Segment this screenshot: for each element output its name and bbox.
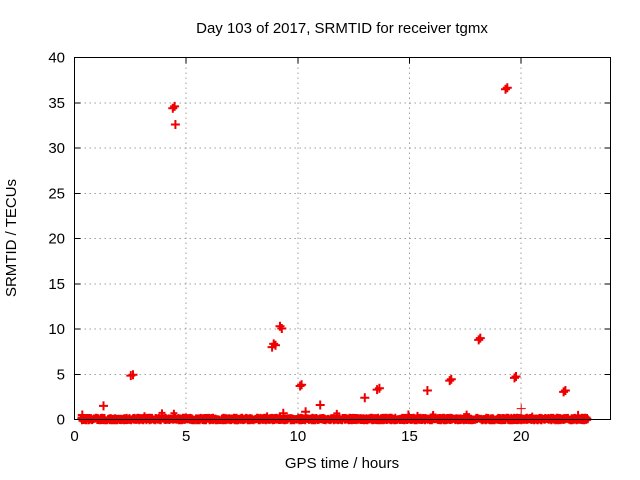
gridlines (74, 57, 611, 420)
y-tick-label: 5 (57, 366, 65, 383)
chart-title: Day 103 of 2017, SRMTID for receiver tgm… (196, 20, 488, 37)
y-tick-label: 20 (48, 231, 65, 248)
baseline-band-markers (77, 409, 592, 425)
x-tick-label: 10 (289, 428, 306, 445)
y-tick-label: 30 (48, 140, 65, 157)
x-tick-label: 5 (182, 428, 190, 445)
y-tick-label: 10 (48, 321, 65, 338)
y-axis-label: SRMTID / TECUs (3, 179, 20, 297)
x-axis-label: GPS time / hours (285, 455, 399, 472)
y-tick-label: 25 (48, 185, 65, 202)
x-tick-label: 0 (70, 428, 78, 445)
x-tick-label: 15 (401, 428, 418, 445)
data-points (77, 83, 592, 425)
x-tick-label: 20 (513, 428, 530, 445)
y-tick-label: 35 (48, 95, 65, 112)
outlier-markers (77, 83, 583, 420)
tick-labels: 0 5 10 15 20 0 5 10 15 20 25 30 35 40 (48, 50, 529, 446)
y-tick-label: 40 (48, 50, 65, 67)
y-tick-label: 0 (57, 412, 65, 429)
y-tick-label: 15 (48, 276, 65, 293)
plot-border (74, 57, 611, 420)
faint-marker (516, 404, 526, 414)
